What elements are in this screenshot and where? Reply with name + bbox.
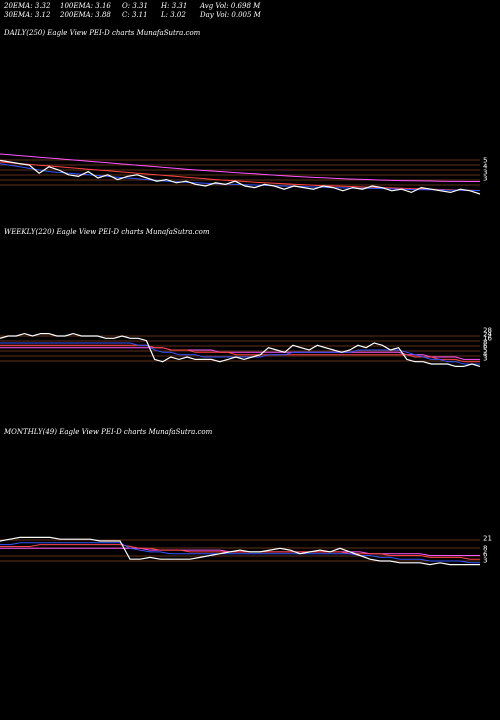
ema100-label: 100EMA: 3.16	[60, 2, 111, 10]
daily-chart-title: DAILY(250) Eagle View PEI-D charts Munaf…	[4, 29, 201, 37]
y-tick-label: 5	[483, 157, 487, 165]
monthly-chart-title: MONTHLY(49) Eagle View PEI-D charts Muna…	[4, 428, 213, 436]
y-tick-label: 24	[483, 331, 492, 339]
y-tick-label: 5	[483, 347, 487, 355]
ema20-label: 20EMA: 3.32	[4, 2, 51, 10]
y-tick-label: 4	[483, 351, 488, 359]
ema_short-line	[0, 542, 480, 564]
y-tick-label: 3	[483, 557, 487, 565]
y-tick-label: 6	[483, 551, 488, 559]
ema_mid-line	[0, 161, 481, 191]
high-label: H: 3.31	[161, 2, 188, 10]
price-line	[0, 536, 480, 566]
y-tick-label: 3	[483, 355, 487, 363]
ema_mid-line	[0, 544, 480, 560]
ema30-label: 30EMA: 3.12	[4, 11, 51, 19]
day-vol-label: Day Vol: 0.005 M	[200, 11, 261, 19]
weekly-chart-title: WEEKLY(220) Eagle View PEI-D charts Muna…	[4, 228, 210, 236]
ema_mid-line	[0, 344, 480, 363]
price-line	[0, 332, 481, 367]
y-tick-label: 3	[483, 169, 487, 177]
low-label: L: 3.02	[161, 11, 186, 19]
y-tick-label: 8	[483, 545, 487, 553]
close-label: C: 3.11	[122, 11, 148, 19]
y-tick-label: 28	[483, 327, 492, 335]
y-tick-label: 4	[483, 163, 488, 171]
ema_long-line	[0, 347, 480, 360]
y-tick-label: 8	[483, 339, 487, 347]
price-line	[0, 159, 481, 195]
ema_long-line	[0, 153, 480, 182]
y-tick-label: 21	[483, 535, 492, 543]
avg-vol-label: Avg Vol: 0.698 M	[200, 2, 261, 10]
y-tick-label: 3	[483, 175, 487, 183]
ema200-label: 200EMA: 3.88	[60, 11, 111, 19]
open-label: O: 3.31	[122, 2, 148, 10]
y-tick-label: 6	[483, 343, 488, 351]
y-tick-label: 16	[483, 335, 492, 343]
